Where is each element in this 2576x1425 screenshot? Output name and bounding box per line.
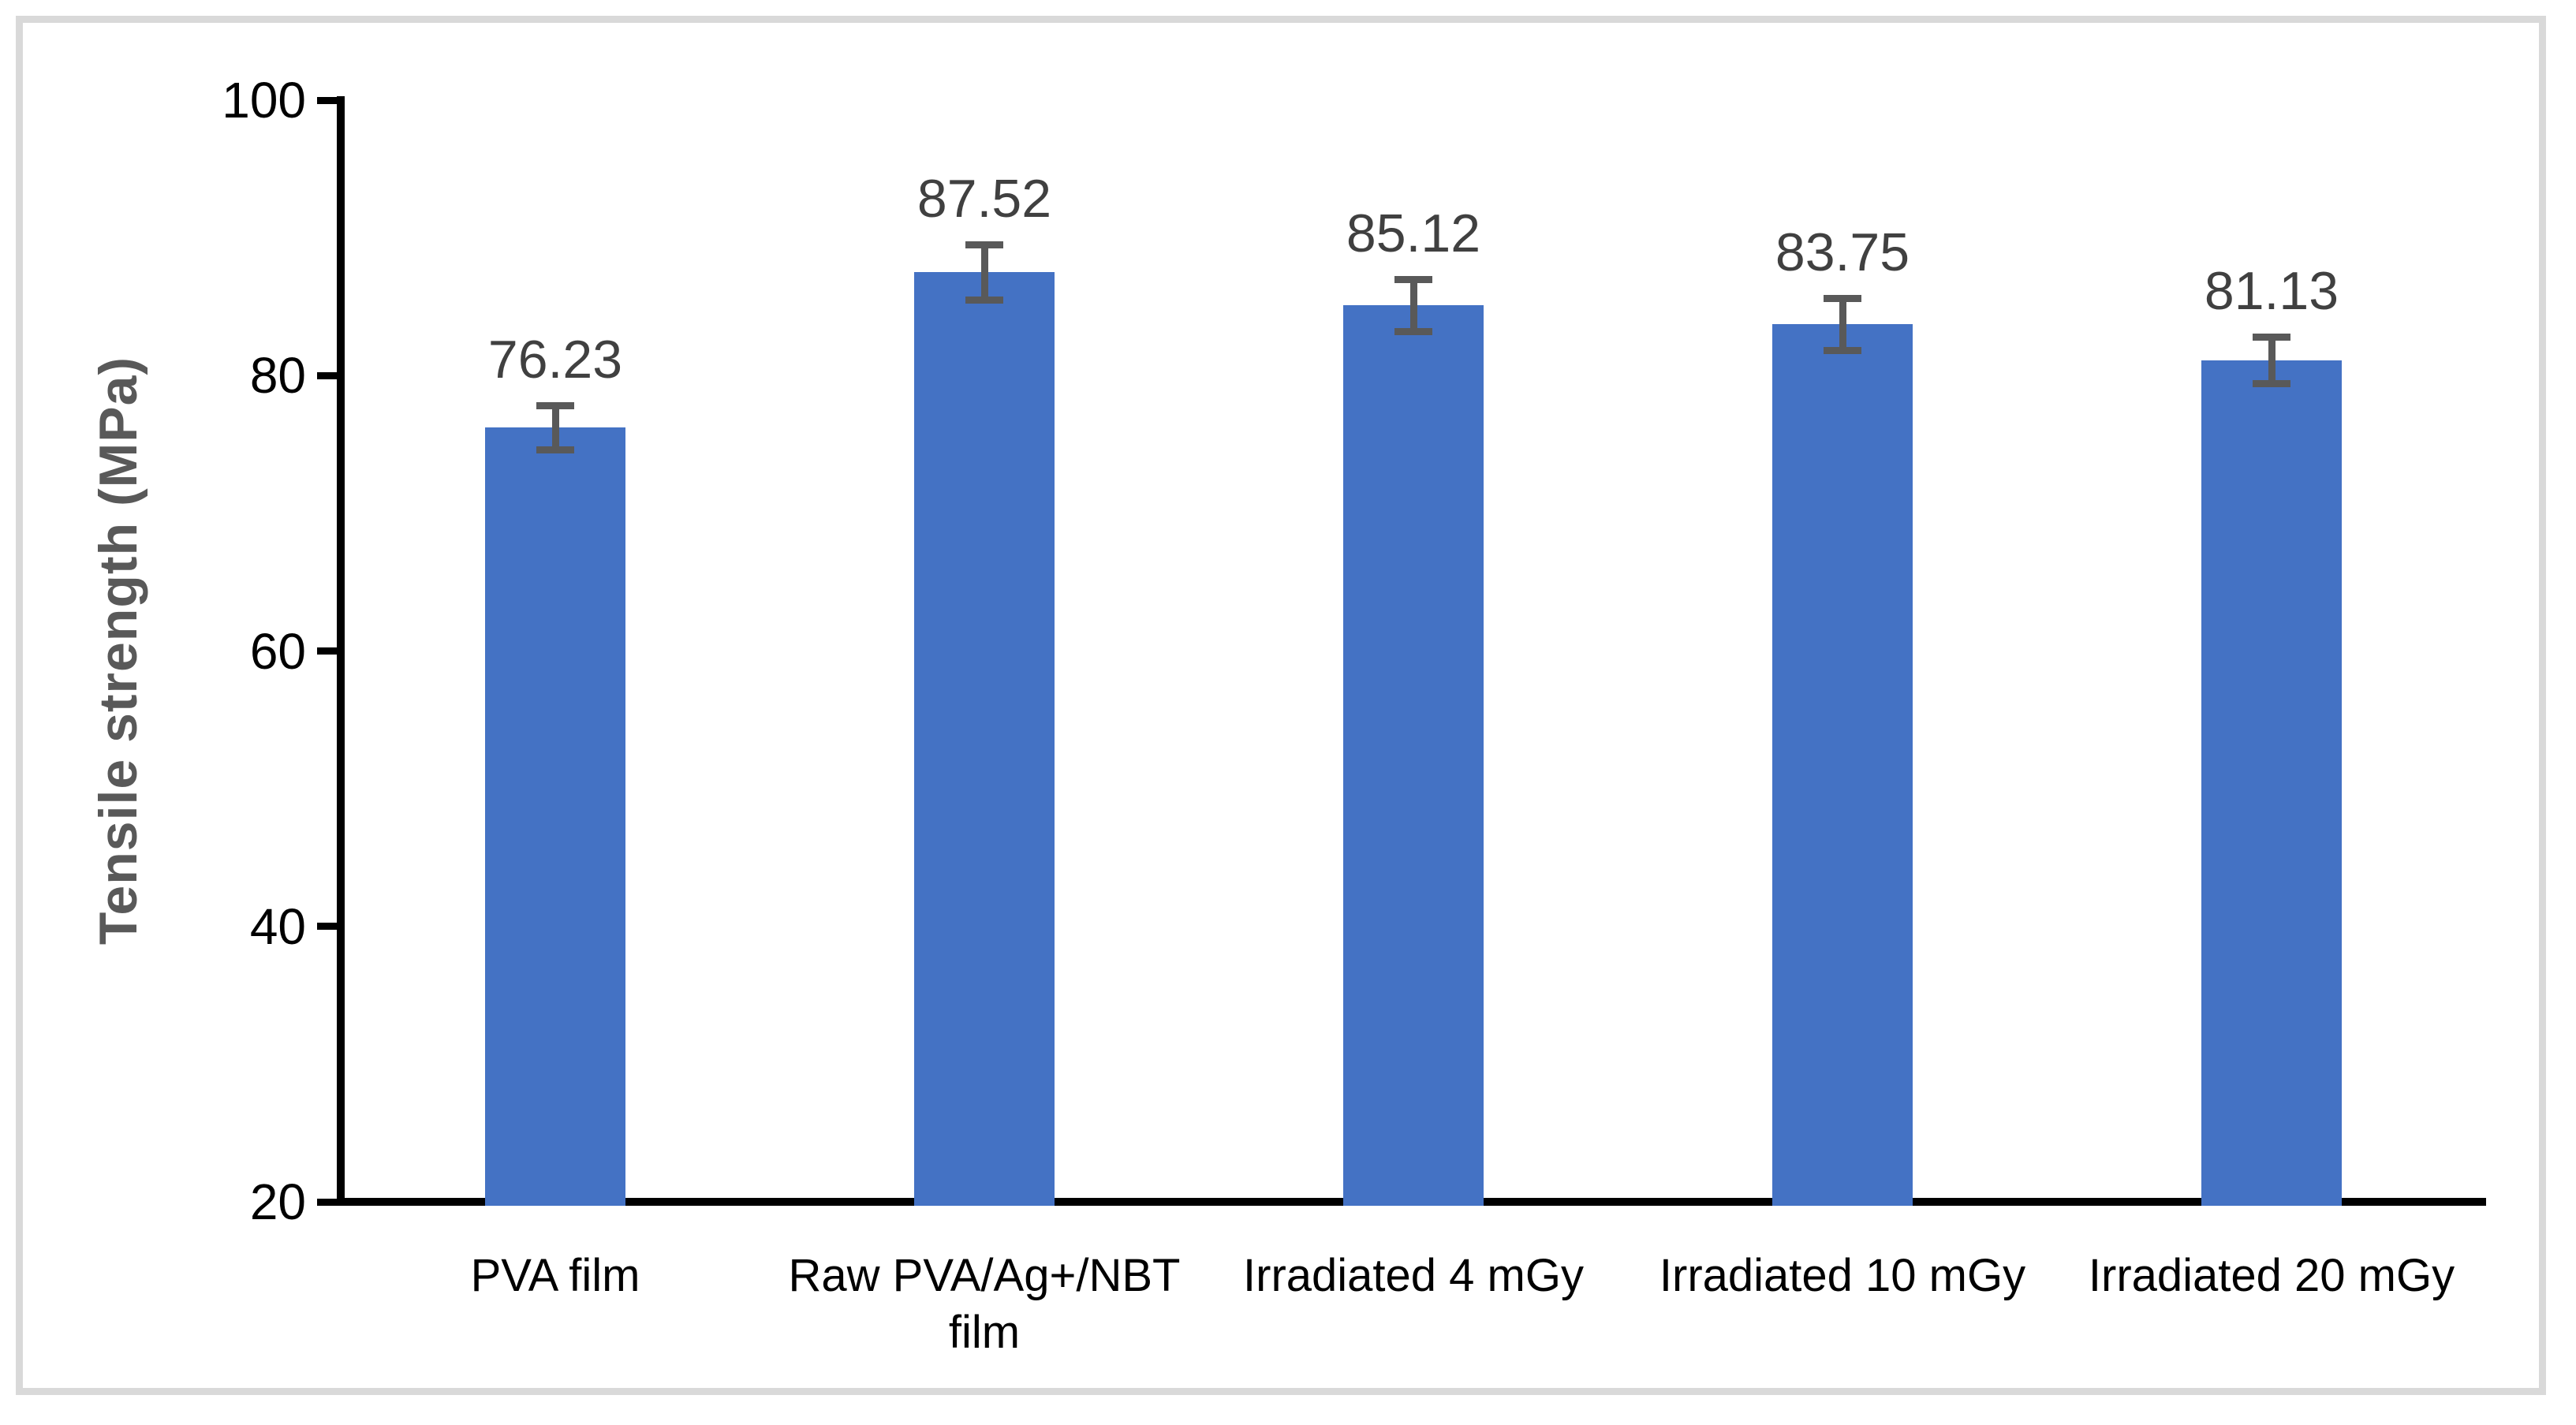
bar	[485, 427, 625, 1206]
y-axis-line	[337, 96, 345, 1205]
error-bar-cap-bottom	[965, 297, 1003, 304]
error-bar-cap-top	[1394, 276, 1432, 283]
bar-value-label: 76.23	[487, 330, 623, 390]
y-tick-mark	[317, 1199, 341, 1206]
category-label: Irradiated 10 mGy	[1659, 1250, 2026, 1301]
error-bar-cap-top	[536, 402, 574, 409]
bar	[914, 272, 1055, 1206]
bar-value-label: 81.13	[2204, 261, 2339, 321]
error-bar-line	[2268, 337, 2275, 383]
category-label: Irradiated 4 mGy	[1243, 1250, 1584, 1301]
error-bar-cap-top	[2253, 334, 2290, 341]
y-tick-mark	[317, 97, 341, 104]
error-bar-cap-bottom	[536, 446, 574, 453]
figure-frame	[16, 16, 2546, 1395]
error-bar-cap-bottom	[1394, 328, 1432, 335]
error-bar-line	[552, 405, 559, 450]
category-label: PVA film	[470, 1250, 640, 1301]
y-tick-label: 80	[249, 347, 306, 404]
error-bar-line	[1410, 279, 1417, 331]
category-label: Raw PVA/Ag+/NBT film	[788, 1250, 1181, 1358]
error-bar-cap-bottom	[1824, 347, 1861, 354]
bar	[1772, 324, 1913, 1206]
y-tick-label: 100	[222, 72, 306, 129]
bar	[1343, 305, 1484, 1206]
y-tick-mark	[317, 372, 341, 379]
error-bar-line	[1839, 298, 1846, 350]
error-bar-cap-top	[1824, 295, 1861, 302]
bar	[2201, 360, 2342, 1206]
y-tick-label: 60	[249, 623, 306, 680]
y-tick-label: 20	[249, 1173, 306, 1230]
error-bar-cap-bottom	[2253, 380, 2290, 387]
error-bar-cap-top	[965, 241, 1003, 248]
y-tick-mark	[317, 923, 341, 930]
category-label: Irradiated 20 mGy	[2088, 1250, 2455, 1301]
bar-value-label: 85.12	[1346, 203, 1481, 263]
y-tick-mark	[317, 647, 341, 655]
error-bar-line	[981, 244, 988, 300]
bar-value-label: 83.75	[1775, 222, 1910, 282]
bar-value-label: 87.52	[917, 169, 1052, 229]
y-tick-label: 40	[249, 898, 306, 955]
